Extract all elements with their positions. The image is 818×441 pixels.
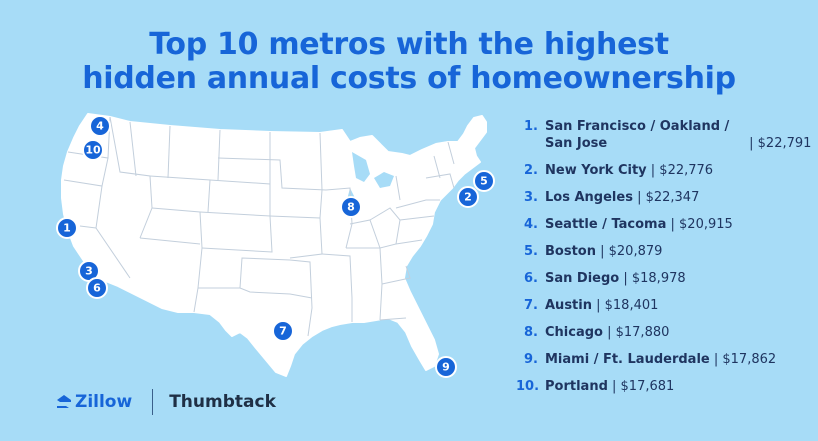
svg-text:3: 3 bbox=[85, 265, 93, 278]
metro-name: Miami / Ft. Lauderdale bbox=[545, 352, 710, 367]
thumbtack-logo: Thumbtack bbox=[169, 392, 276, 412]
metro-cost: | $17,862 bbox=[713, 352, 777, 367]
svg-text:10: 10 bbox=[85, 144, 101, 157]
svg-text:8: 8 bbox=[347, 201, 355, 214]
state-borders bbox=[63, 116, 455, 337]
map-marker-2: 2 bbox=[457, 186, 479, 208]
map-marker-10: 10 bbox=[82, 139, 104, 161]
svg-text:7: 7 bbox=[279, 325, 287, 338]
svg-text:5: 5 bbox=[480, 175, 488, 188]
list-item: 10. Portland | $17,681 bbox=[516, 378, 814, 395]
list-item: 3. Los Angeles | $22,347 bbox=[524, 189, 814, 206]
map-marker-1: 1 bbox=[56, 217, 78, 239]
metro-name: Los Angeles bbox=[545, 190, 633, 205]
metro-cost: | $22,347 bbox=[637, 190, 700, 205]
rank-number: 7. bbox=[524, 298, 538, 313]
metro-cost: | $20,915 bbox=[670, 217, 733, 232]
metro-name: New York City bbox=[545, 163, 647, 178]
metro-name: Seattle / Tacoma bbox=[545, 217, 667, 232]
metro-cost: | $17,681 bbox=[612, 379, 675, 394]
metros-list: 1. San Francisco / Oakland / San Jose | $… bbox=[516, 118, 814, 405]
svg-text:6: 6 bbox=[93, 282, 101, 295]
svg-text:9: 9 bbox=[442, 361, 450, 374]
list-item: 5. Boston | $20,879 bbox=[524, 243, 814, 260]
metro-cost: | $20,879 bbox=[600, 244, 663, 259]
rank-number: 1. bbox=[524, 119, 538, 134]
map-marker-5: 5 bbox=[473, 170, 495, 192]
metro-cost: | $22,776 bbox=[650, 163, 714, 178]
metro-name: San Francisco / Oakland / San Jose bbox=[545, 119, 730, 151]
rank-number: 4. bbox=[524, 217, 538, 232]
metro-cost: | $18,978 bbox=[623, 271, 686, 286]
metro-cost: | $17,880 bbox=[607, 325, 670, 340]
map-marker-8: 8 bbox=[340, 196, 362, 218]
list-item: 1. San Francisco / Oakland / San Jose | $… bbox=[524, 118, 814, 152]
title-line-2: hidden annual costs of homeownership bbox=[82, 61, 736, 96]
metro-name: Chicago bbox=[545, 325, 603, 340]
list-item: 8. Chicago | $17,880 bbox=[524, 324, 814, 341]
map-marker-7: 7 bbox=[272, 320, 294, 342]
list-item: 7. Austin | $18,401 bbox=[524, 297, 814, 314]
metro-name: Portland bbox=[545, 379, 608, 394]
map-marker-6: 6 bbox=[86, 277, 108, 299]
metro-name: Boston bbox=[545, 244, 596, 259]
metro-name: San Diego bbox=[545, 271, 620, 286]
list-item: 9. Miami / Ft. Lauderdale | $17,862 bbox=[524, 351, 814, 368]
rank-number: 5. bbox=[524, 244, 538, 259]
page-title: Top 10 metros with the highest hidden an… bbox=[0, 28, 818, 96]
logo-divider bbox=[152, 389, 154, 415]
metro-cost: | $22,791 bbox=[749, 136, 812, 151]
zillow-logo: Zillow bbox=[56, 392, 132, 412]
list-item: 4. Seattle / Tacoma | $20,915 bbox=[524, 216, 814, 233]
great-lakes bbox=[346, 152, 394, 212]
metro-cost: | $18,401 bbox=[596, 298, 659, 313]
list-item: 6. San Diego | $18,978 bbox=[524, 270, 814, 287]
rank-number: 3. bbox=[524, 190, 538, 205]
rank-number: 2. bbox=[524, 163, 538, 178]
svg-text:4: 4 bbox=[96, 120, 104, 133]
rank-number: 10. bbox=[516, 379, 540, 394]
map-marker-4: 4 bbox=[89, 115, 111, 137]
svg-text:2: 2 bbox=[464, 191, 472, 204]
svg-text:1: 1 bbox=[63, 222, 71, 235]
zillow-house-icon bbox=[57, 395, 71, 408]
rank-number: 8. bbox=[524, 325, 538, 340]
zillow-wordmark: Zillow bbox=[75, 392, 133, 412]
metro-name: Austin bbox=[545, 298, 592, 313]
rank-number: 6. bbox=[524, 271, 538, 286]
title-line-1: Top 10 metros with the highest bbox=[149, 27, 669, 62]
rank-number: 9. bbox=[524, 352, 538, 367]
list-item: 2. New York City | $22,776 bbox=[524, 162, 814, 179]
footer-logos: Zillow Thumbtack bbox=[56, 388, 276, 416]
us-map: 4 10 1 3 6 7 8 2 5 9 bbox=[56, 113, 495, 378]
map-marker-9: 9 bbox=[435, 356, 457, 378]
